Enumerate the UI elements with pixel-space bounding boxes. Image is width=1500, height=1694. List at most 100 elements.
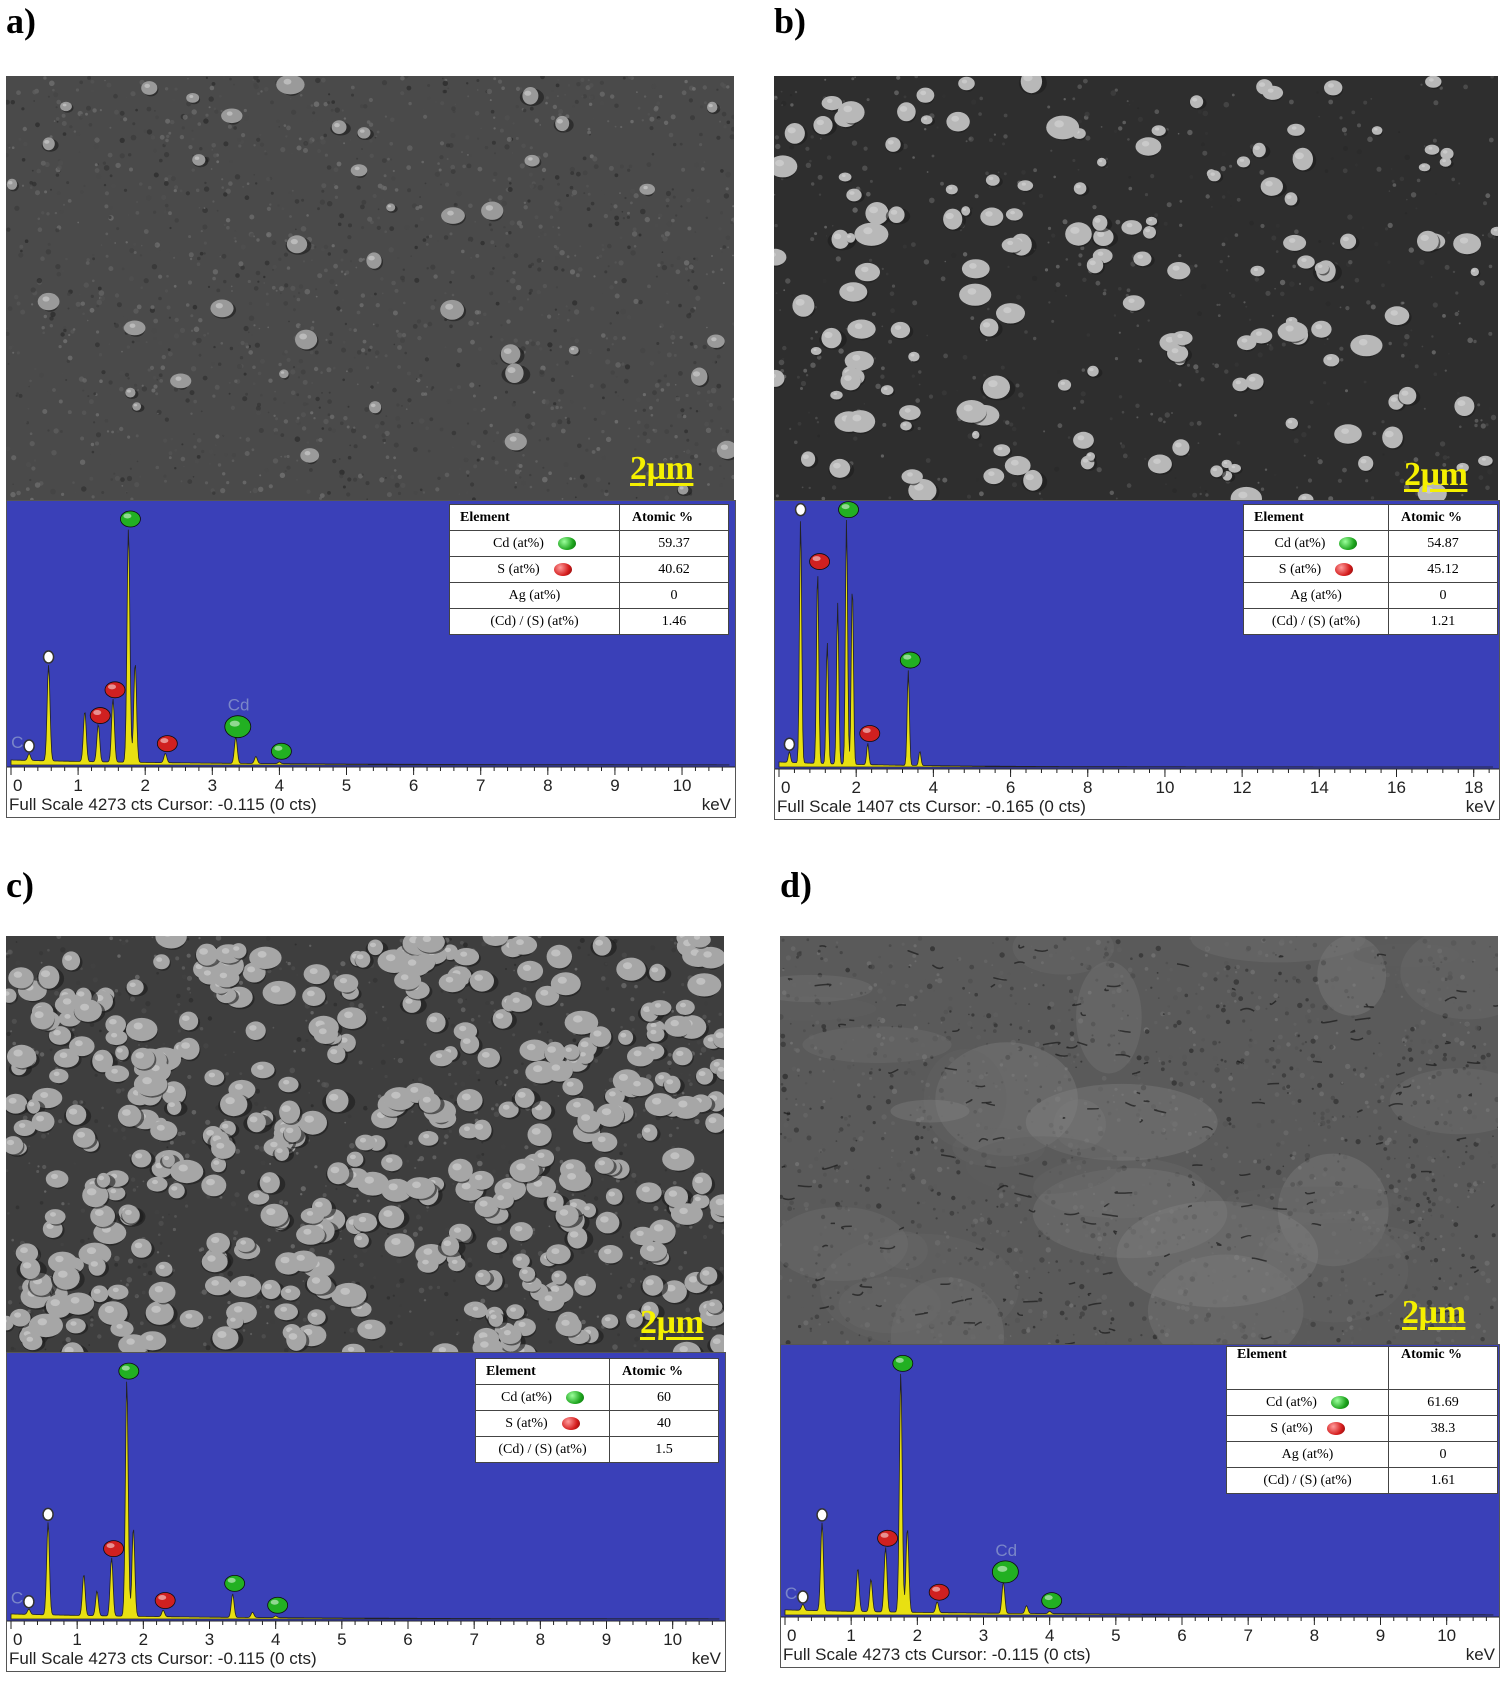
spectrum-footer: Full Scale 1407 cts Cursor: -0.165 (0 ct… <box>777 797 1497 819</box>
sem-micrograph <box>6 936 724 1354</box>
x-tick-label: 3 <box>979 1626 988 1643</box>
panel-label: c) <box>6 864 34 906</box>
x-tick-label: 0 <box>13 1630 22 1647</box>
peak-marker-green <box>839 502 859 518</box>
scale-bar-label: 2µm <box>1402 1294 1465 1332</box>
peak-marker-green <box>992 1561 1018 1583</box>
table-header-atomic: Atomic % <box>1389 505 1498 531</box>
table-row: Cd (at%)54.87 <box>1244 531 1498 557</box>
x-tick-label: 4 <box>271 1630 280 1647</box>
row-label: Ag (at%) <box>1227 1442 1389 1468</box>
peak-marker-green <box>225 716 251 738</box>
row-label: S (at%) <box>1244 557 1389 583</box>
row-label: Cd (at%) <box>450 531 620 557</box>
peak-marker-red <box>810 554 830 570</box>
table-row: S (at%)38.3 <box>1227 1416 1498 1442</box>
x-tick-label: 6 <box>403 1630 412 1647</box>
peak-label: Cd <box>228 696 250 715</box>
table-row: (Cd) / (S) (at%)1.5 <box>476 1437 719 1463</box>
row-label: S (at%) <box>1227 1416 1389 1442</box>
x-tick-label: 2 <box>851 778 860 795</box>
x-tick-label: 6 <box>409 776 418 793</box>
table-row: S (at%)40.62 <box>450 557 729 583</box>
row-label: (Cd) / (S) (at%) <box>1244 609 1389 635</box>
table-header-atomic: Atomic % <box>610 1359 719 1385</box>
scale-bar-label: 2µm <box>640 1304 703 1342</box>
x-tick-label: 12 <box>1233 778 1252 795</box>
axis-unit: keV <box>1466 1645 1495 1665</box>
row-label: (Cd) / (S) (at%) <box>1227 1468 1389 1494</box>
peak-marker-white <box>784 738 794 750</box>
peak-marker-green <box>271 743 291 759</box>
x-tick-label: 18 <box>1464 778 1483 795</box>
footer-status: Full Scale 4273 cts Cursor: -0.115 (0 ct… <box>783 1645 1091 1664</box>
row-value: 1.21 <box>1389 609 1498 635</box>
row-label: S (at%) <box>450 557 620 583</box>
x-tick-label: 4 <box>275 776 284 793</box>
x-tick-label: 2 <box>139 1630 148 1647</box>
axis-unit: keV <box>692 1649 721 1669</box>
peak-marker-red <box>157 736 177 752</box>
peak-marker-red <box>155 1593 175 1609</box>
table-row: Cd (at%)61.69 <box>1227 1390 1498 1416</box>
green-marker-icon <box>566 1391 584 1404</box>
red-marker-icon <box>554 563 572 576</box>
peak-marker-green <box>268 1597 288 1613</box>
footer-status: Full Scale 1407 cts Cursor: -0.165 (0 ct… <box>777 797 1086 816</box>
green-marker-icon <box>1331 1396 1349 1409</box>
peak-marker-red <box>104 1541 124 1557</box>
x-tick-label: 8 <box>1083 778 1092 795</box>
table-row: Ag (at%)0 <box>1244 583 1498 609</box>
x-tick-label: 14 <box>1310 778 1329 795</box>
peak-label: Cd <box>995 1541 1017 1560</box>
x-tick-label: 8 <box>543 776 552 793</box>
scale-bar-label: 2µm <box>630 450 693 488</box>
spectrum-footer: Full Scale 4273 cts Cursor: -0.115 (0 ct… <box>9 795 733 817</box>
x-tick-label: 7 <box>469 1630 478 1647</box>
peak-label: C <box>11 1589 23 1608</box>
sem-micrograph <box>6 76 734 500</box>
peak-marker-green <box>225 1575 245 1591</box>
x-tick-label: 3 <box>208 776 217 793</box>
peak-marker-green <box>119 1363 139 1379</box>
row-label: (Cd) / (S) (at%) <box>476 1437 610 1463</box>
peak-marker-red <box>105 682 125 698</box>
row-value: 0 <box>1389 1442 1498 1468</box>
x-tick-label: 7 <box>476 776 485 793</box>
peak-marker-white <box>796 504 806 516</box>
x-tick-label: 6 <box>1006 778 1015 795</box>
peak-marker-red <box>929 1584 949 1600</box>
x-tick-label: 9 <box>610 776 619 793</box>
x-tick-label: 10 <box>663 1630 682 1647</box>
table-row: (Cd) / (S) (at%)1.46 <box>450 609 729 635</box>
peak-marker-green <box>893 1355 913 1371</box>
table-row: S (at%)45.12 <box>1244 557 1498 583</box>
x-tick-label: 8 <box>536 1630 545 1647</box>
x-tick-label: 5 <box>337 1630 346 1647</box>
row-value: 45.12 <box>1389 557 1498 583</box>
table-row: S (at%)40 <box>476 1411 719 1437</box>
x-tick-label: 10 <box>1155 778 1174 795</box>
row-label: Cd (at%) <box>1227 1390 1389 1416</box>
table-header-element: Element <box>1244 505 1389 531</box>
row-value: 54.87 <box>1389 531 1498 557</box>
peak-marker-green <box>1042 1593 1062 1609</box>
table-header-element: Element <box>476 1359 610 1385</box>
x-tick-label: 0 <box>13 776 22 793</box>
green-marker-icon <box>1339 537 1357 550</box>
peak-marker-white <box>43 1508 53 1520</box>
panel-label: d) <box>780 864 812 906</box>
x-tick-label: 1 <box>73 776 82 793</box>
table-row: Cd (at%)60 <box>476 1385 719 1411</box>
footer-status: Full Scale 4273 cts Cursor: -0.115 (0 ct… <box>9 1649 317 1668</box>
row-value: 38.3 <box>1389 1416 1498 1442</box>
row-label: Cd (at%) <box>476 1385 610 1411</box>
x-tick-label: 10 <box>1437 1626 1456 1643</box>
row-value: 1.46 <box>620 609 729 635</box>
